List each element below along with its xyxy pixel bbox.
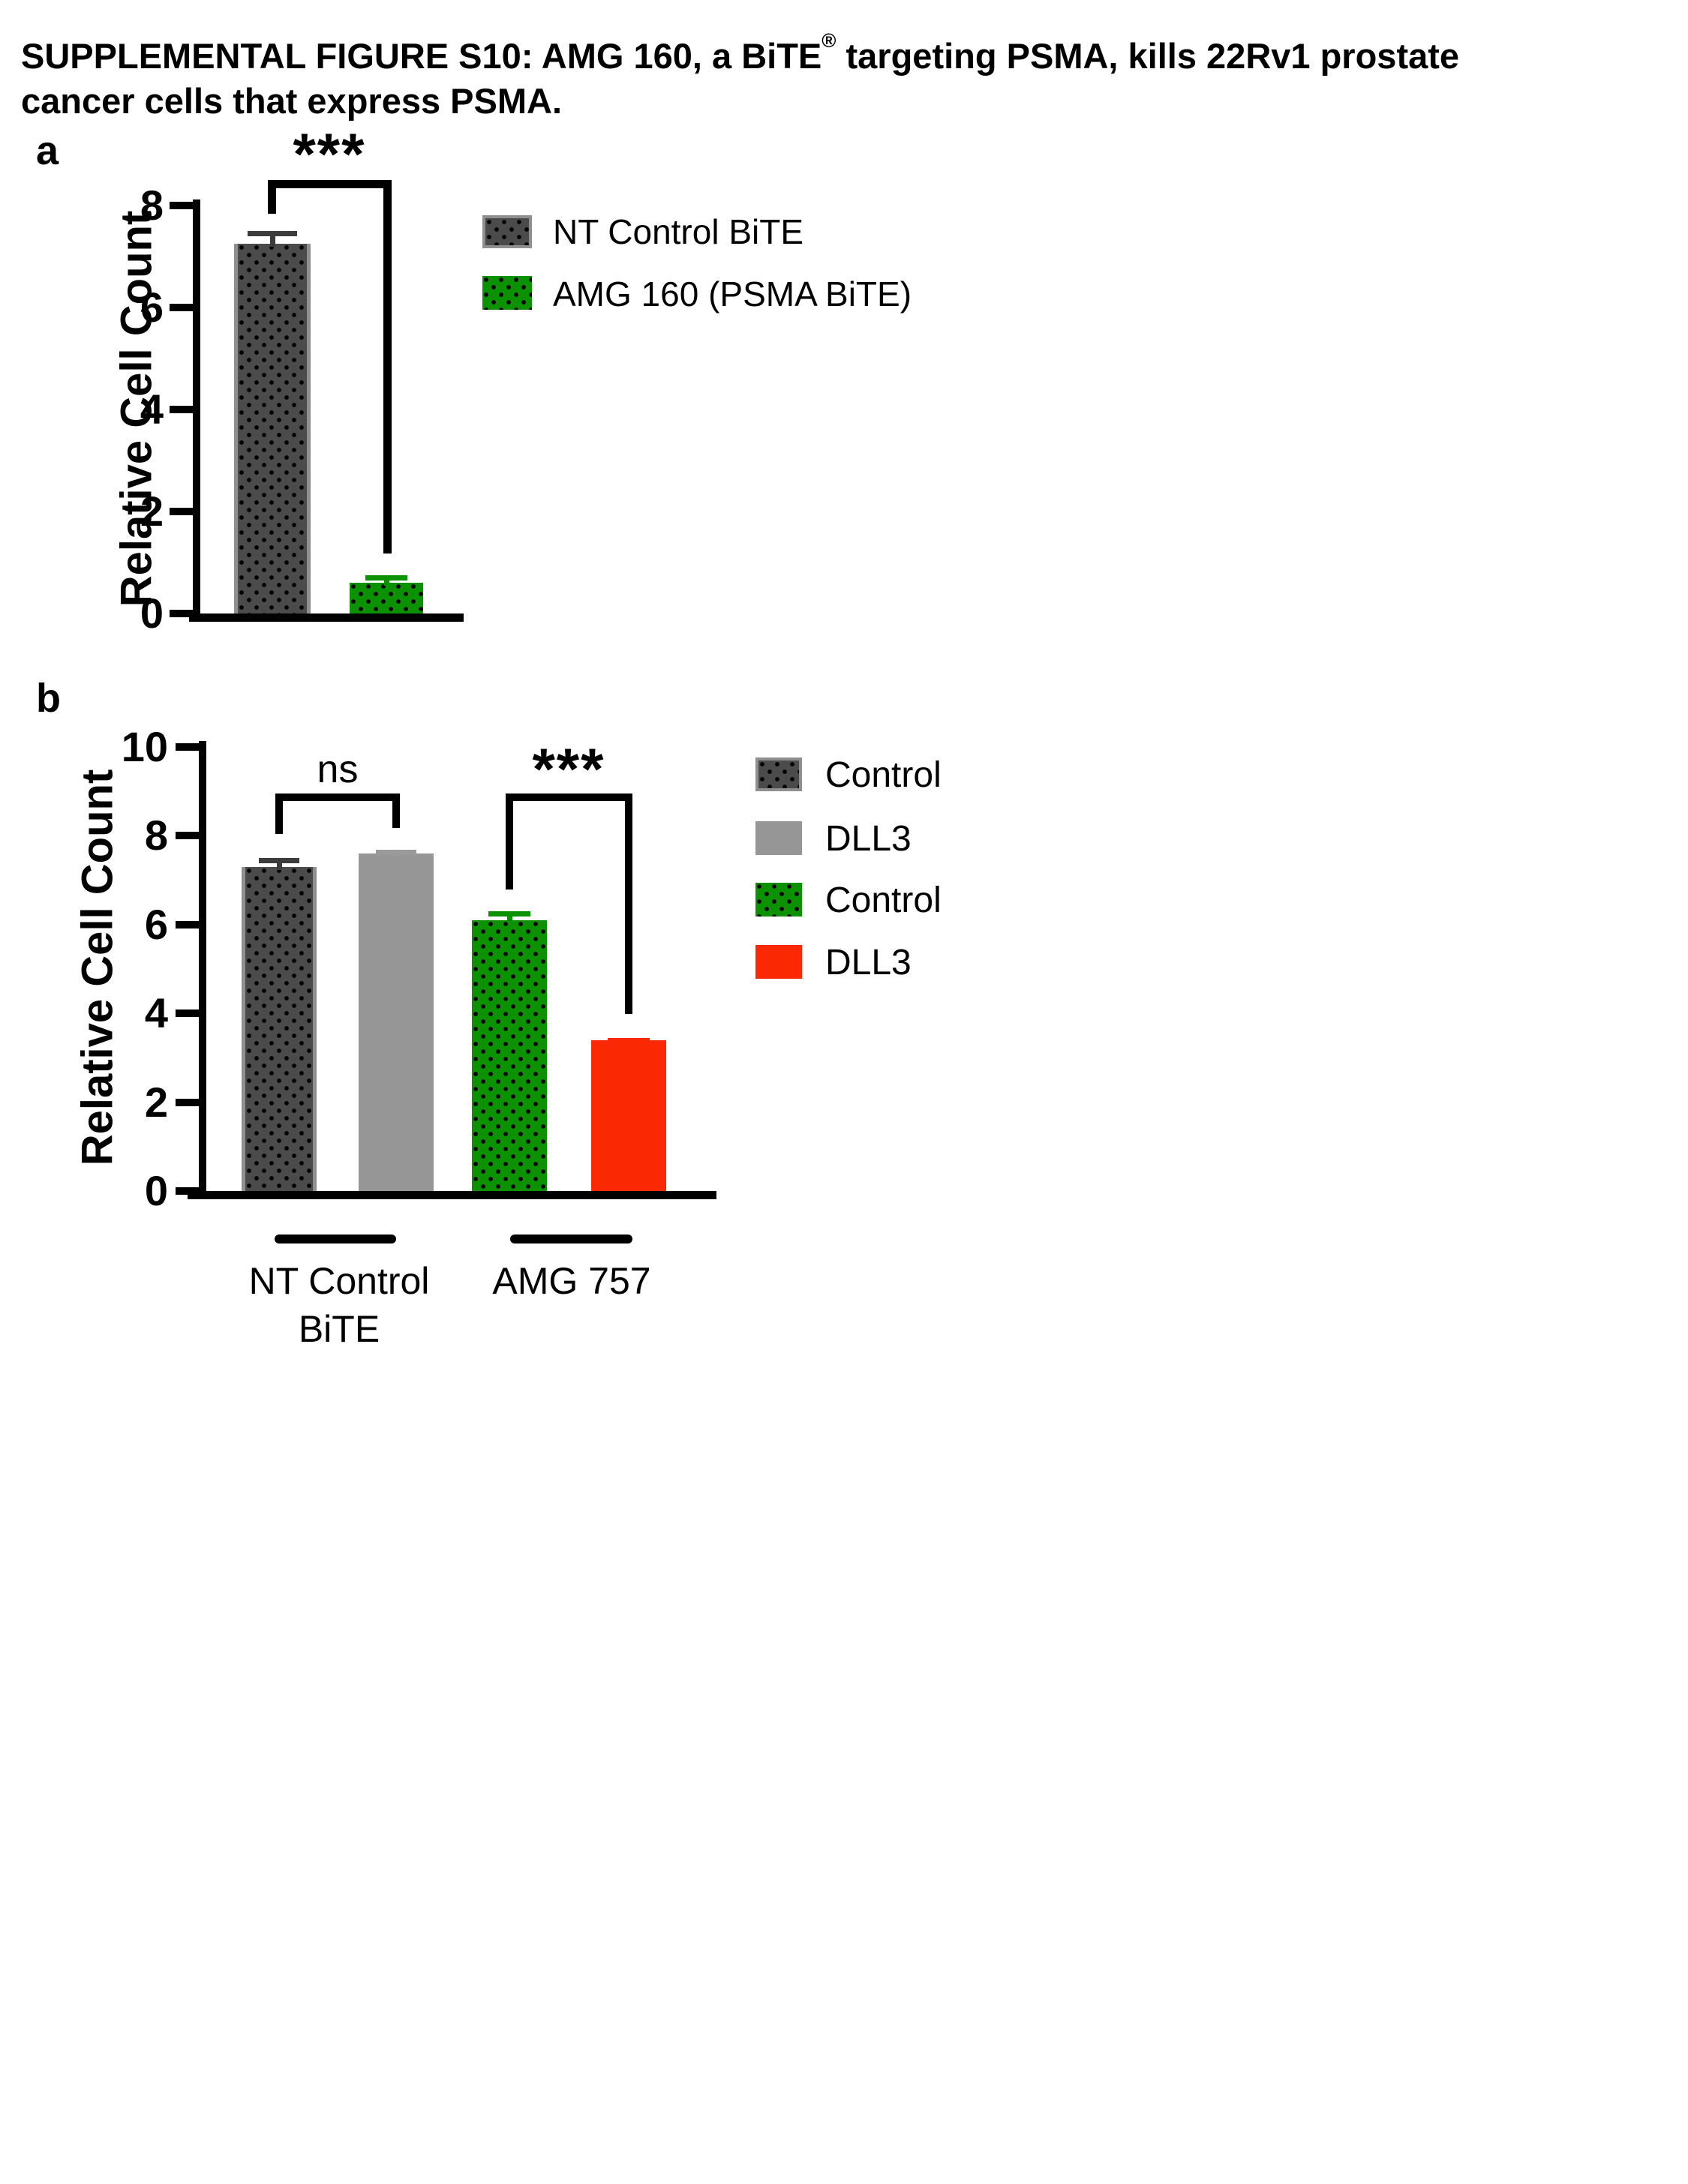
legend-label-nt-control-bite: NT Control BiTE bbox=[553, 212, 804, 251]
error-bar-nt-control-bite bbox=[248, 231, 297, 247]
group-label-nt-control-line2: BiTE bbox=[298, 1308, 380, 1350]
panel-a-significance-stars: *** bbox=[293, 121, 366, 187]
legend-swatch-dll3-gray bbox=[755, 821, 802, 855]
legend-label-amg-160: AMG 160 (PSMA BiTE) bbox=[553, 274, 912, 314]
panel-b-tick-label-2: 2 bbox=[144, 1078, 168, 1126]
legend-label-control-dark: Control bbox=[825, 755, 942, 795]
error-bar-amg-160 bbox=[365, 575, 407, 586]
panel-b-letter: b bbox=[36, 676, 61, 721]
panel-b-tick-label-0: 0 bbox=[144, 1167, 168, 1214]
panel-a-sig-bracket-left bbox=[268, 180, 276, 214]
panel-b-sig-bracket-right bbox=[625, 794, 632, 1014]
error-stem bbox=[383, 575, 389, 586]
figure-title-line1-pre: SUPPLEMENTAL FIGURE S10: AMG 160, a BiTE bbox=[21, 36, 822, 76]
group-underline-amg757 bbox=[510, 1234, 632, 1244]
panel-b: b Relative Cell Count 10 8 6 4 2 0 ns bbox=[36, 676, 942, 1350]
bar-amg-160 bbox=[350, 583, 423, 614]
error-stem bbox=[393, 850, 399, 857]
bar-amg757-control bbox=[472, 920, 547, 1191]
legend-label-dll3-red: DLL3 bbox=[825, 943, 912, 982]
figure-title: SUPPLEMENTAL FIGURE S10: AMG 160, a BiTE… bbox=[21, 18, 1596, 124]
panel-b-tick-label-6: 6 bbox=[144, 901, 168, 948]
legend-swatch-control-green bbox=[755, 883, 802, 916]
panel-a-tick-label-0: 0 bbox=[140, 590, 164, 637]
bar-nt-control-dll3 bbox=[359, 854, 434, 1191]
error-stem bbox=[269, 231, 275, 247]
panel-b-tick-label-4: 4 bbox=[144, 989, 168, 1036]
error-bar-nt-control-control bbox=[259, 858, 299, 870]
legend-swatch-dll3-red bbox=[755, 945, 802, 979]
panel-b-tick-label-10: 10 bbox=[121, 723, 168, 770]
panel-b-ns-bracket-top bbox=[275, 794, 400, 801]
legend-label-control-green: Control bbox=[825, 880, 942, 920]
legend-swatch-nt-control-bite bbox=[482, 215, 532, 248]
error-stem bbox=[276, 858, 282, 870]
panel-a-tick-label-8: 8 bbox=[140, 182, 164, 229]
panel-a-x-axis-line bbox=[189, 614, 464, 622]
panel-a-tick-label-6: 6 bbox=[140, 284, 164, 331]
panel-a-tick-2 bbox=[170, 508, 194, 515]
panel-a-tick-8 bbox=[170, 202, 194, 209]
panel-b-tick-0 bbox=[176, 1187, 199, 1195]
error-stem bbox=[626, 1037, 632, 1045]
panel-a-sig-bracket-right bbox=[383, 180, 392, 554]
bar-amg757-dll3 bbox=[591, 1040, 666, 1191]
panel-b-x-axis-line bbox=[188, 1191, 716, 1199]
panel-b-tick-2 bbox=[176, 1099, 199, 1106]
bar-nt-control-control bbox=[242, 866, 317, 1191]
panel-a-tick-6 bbox=[170, 304, 194, 311]
panel-b-sig-bracket-left bbox=[506, 794, 513, 890]
panel-a-tick-label-2: 2 bbox=[140, 488, 164, 535]
panel-a-sig-bracket-top bbox=[268, 180, 392, 188]
panel-b-y-axis-line bbox=[199, 741, 206, 1198]
panel-b-ns-bracket-left bbox=[275, 794, 283, 834]
error-bar-amg757-control bbox=[488, 911, 530, 923]
panel-a-tick-0 bbox=[170, 610, 194, 617]
panel-b-tick-4 bbox=[176, 1010, 199, 1017]
panel-a-tick-4 bbox=[170, 406, 194, 413]
figure-title-line2: cancer cells that express PSMA. bbox=[21, 81, 563, 121]
group-label-amg757: AMG 757 bbox=[492, 1260, 651, 1302]
panel-b-significance-stars: *** bbox=[532, 736, 605, 802]
figure-title-line1-post: targeting PSMA, kills 22Rv1 prostate bbox=[836, 36, 1460, 76]
group-label-nt-control-line1: NT Control bbox=[248, 1260, 430, 1302]
error-bar-nt-control-dll3 bbox=[376, 850, 416, 857]
group-underline-nt-control-bite bbox=[275, 1234, 396, 1244]
panel-b-tick-label-8: 8 bbox=[144, 812, 168, 859]
panel-b-ns-annotation: ns bbox=[317, 748, 359, 791]
legend-label-dll3-gray: DLL3 bbox=[825, 819, 912, 859]
legend-swatch-amg-160 bbox=[482, 276, 532, 310]
panel-b-tick-10 bbox=[176, 743, 199, 751]
panel-a: a Relative Cell Count 8 6 4 2 0 *** NT C… bbox=[0, 0, 1688, 675]
error-stem bbox=[506, 911, 512, 923]
legend-swatch-control-dark bbox=[755, 758, 802, 791]
panel-a-letter: a bbox=[36, 128, 59, 173]
registered-trademark-symbol: ® bbox=[821, 29, 836, 52]
panel-b-ns-bracket-right bbox=[392, 794, 400, 828]
panel-b-sig-bracket-top bbox=[506, 794, 632, 801]
panel-a-y-axis-line bbox=[193, 200, 200, 622]
panel-a-tick-label-4: 4 bbox=[140, 386, 164, 433]
panel-b-tick-6 bbox=[176, 921, 199, 928]
bar-nt-control-bite bbox=[234, 244, 311, 614]
error-bar-amg757-dll3 bbox=[608, 1037, 650, 1045]
panel-b-tick-8 bbox=[176, 832, 199, 839]
